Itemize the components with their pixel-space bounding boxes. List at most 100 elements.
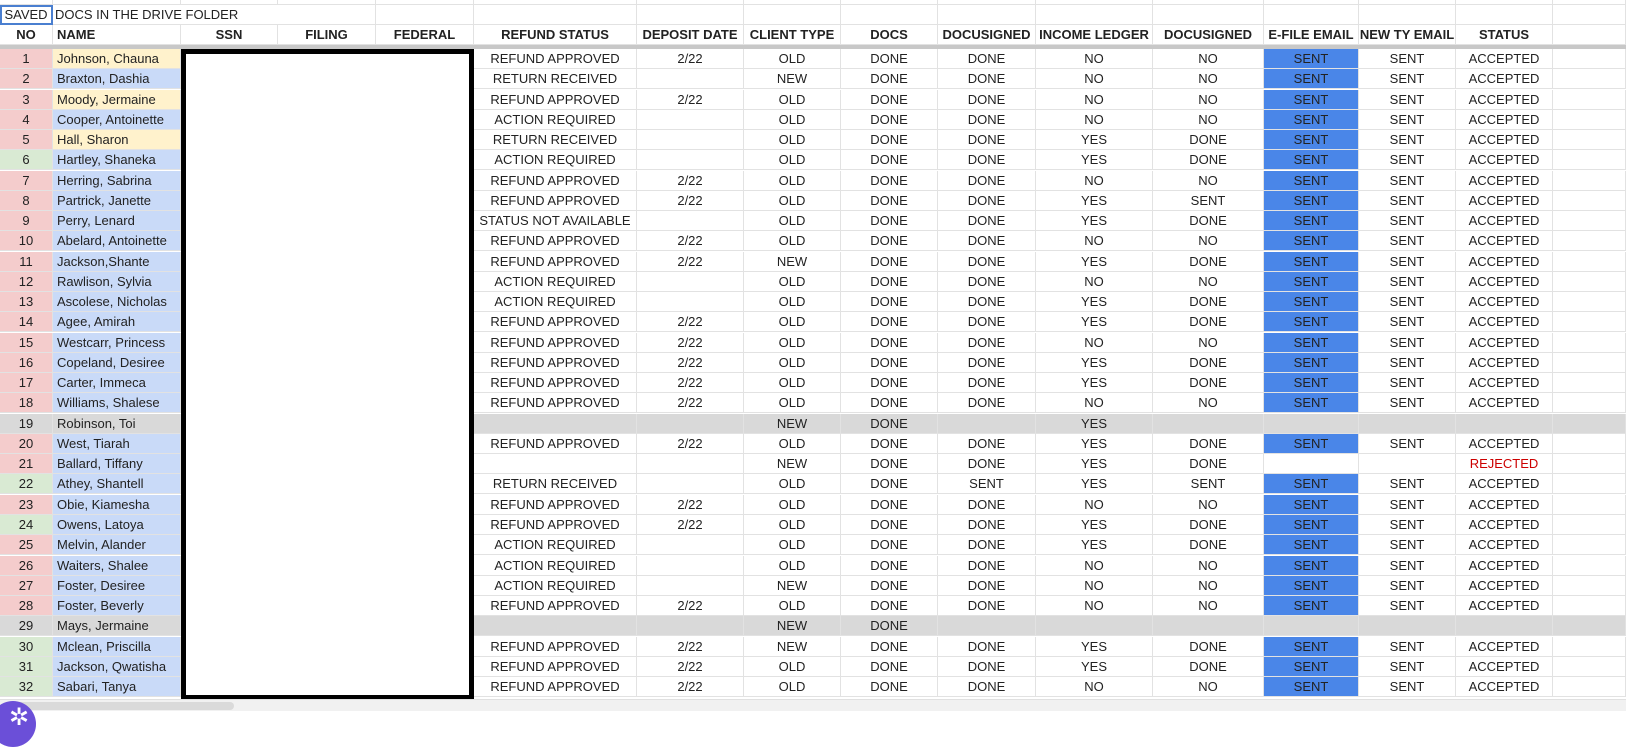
client-name[interactable]: Athey, Shantell [53, 474, 181, 494]
cell-deposit-date[interactable] [637, 454, 744, 474]
cell-status[interactable]: ACCEPTED [1456, 556, 1553, 576]
row-number[interactable]: 14 [0, 312, 53, 332]
cell-docusigned-2[interactable]: DONE [1153, 211, 1264, 231]
cell-docusigned-2[interactable]: SENT [1153, 474, 1264, 494]
cell-docusigned-2[interactable]: NO [1153, 272, 1264, 292]
cell-docusigned-2[interactable]: DONE [1153, 292, 1264, 312]
cell-efile-email[interactable]: SENT [1264, 171, 1359, 191]
cell-client-type[interactable]: OLD [744, 171, 841, 191]
cell-new-ty-email[interactable]: SENT [1359, 69, 1456, 89]
cell-deposit-date[interactable]: 2/22 [637, 515, 744, 535]
client-name[interactable]: Johnson, Chauna [53, 49, 181, 69]
cell-status[interactable]: ACCEPTED [1456, 191, 1553, 211]
cell-docs[interactable]: DONE [841, 495, 938, 515]
cell-deposit-date[interactable]: 2/22 [637, 657, 744, 677]
cell-refund-status[interactable]: REFUND APPROVED [474, 353, 637, 373]
cell-income-ledger[interactable] [1036, 616, 1153, 636]
cell-income-ledger[interactable]: NO [1036, 495, 1153, 515]
cell-docusigned-2[interactable]: DONE [1153, 637, 1264, 657]
cell-deposit-date[interactable]: 2/22 [637, 434, 744, 454]
cell-extra[interactable] [1553, 252, 1626, 272]
row-number[interactable]: 11 [0, 252, 53, 272]
cell-deposit-date[interactable]: 2/22 [637, 495, 744, 515]
cell-extra[interactable] [1553, 637, 1626, 657]
cell-refund-status[interactable]: REFUND APPROVED [474, 191, 637, 211]
cell-docusigned-2[interactable]: NO [1153, 596, 1264, 616]
cell-new-ty-email[interactable]: SENT [1359, 150, 1456, 170]
row-number[interactable]: 27 [0, 576, 53, 596]
cell-docs[interactable]: DONE [841, 312, 938, 332]
cell-client-type[interactable]: NEW [744, 576, 841, 596]
cell-efile-email[interactable]: SENT [1264, 353, 1359, 373]
row-number[interactable]: 1 [0, 49, 53, 69]
cell-extra[interactable] [1553, 596, 1626, 616]
row-number[interactable]: 20 [0, 434, 53, 454]
cell-extra[interactable] [1553, 272, 1626, 292]
cell-client-type[interactable]: OLD [744, 535, 841, 555]
cell-refund-status[interactable]: ACTION REQUIRED [474, 272, 637, 292]
cell-deposit-date[interactable] [637, 110, 744, 130]
cell-efile-email[interactable]: SENT [1264, 49, 1359, 69]
client-name[interactable]: Hartley, Shaneka [53, 150, 181, 170]
cell-client-type[interactable]: OLD [744, 657, 841, 677]
header-filing[interactable]: FILING [278, 25, 376, 45]
cell-deposit-date[interactable] [637, 535, 744, 555]
cell-refund-status[interactable]: ACTION REQUIRED [474, 292, 637, 312]
cell-docusigned-2[interactable]: DONE [1153, 454, 1264, 474]
cell-status[interactable] [1456, 616, 1553, 636]
cell-client-type[interactable]: OLD [744, 677, 841, 697]
cell-income-ledger[interactable]: NO [1036, 231, 1153, 251]
cell-status[interactable]: REJECTED [1456, 454, 1553, 474]
cell-new-ty-email[interactable]: SENT [1359, 596, 1456, 616]
cell-new-ty-email[interactable]: SENT [1359, 657, 1456, 677]
client-name[interactable]: Moody, Jermaine [53, 90, 181, 110]
client-name[interactable]: Mclean, Priscilla [53, 637, 181, 657]
cell-refund-status[interactable]: RETURN RECEIVED [474, 130, 637, 150]
cell-client-type[interactable]: OLD [744, 556, 841, 576]
cell-docusigned-2[interactable]: NO [1153, 110, 1264, 130]
cell-efile-email[interactable] [1264, 5, 1359, 25]
cell-income-ledger[interactable]: YES [1036, 150, 1153, 170]
cell-efile-email[interactable]: SENT [1264, 110, 1359, 130]
cell-new-ty-email[interactable]: SENT [1359, 333, 1456, 353]
row-number[interactable]: 16 [0, 353, 53, 373]
cell-docs[interactable]: DONE [841, 171, 938, 191]
header-refund-status[interactable]: REFUND STATUS [474, 25, 637, 45]
cell-efile-email[interactable]: SENT [1264, 272, 1359, 292]
cell-docusigned[interactable]: DONE [938, 535, 1036, 555]
cell-client-type[interactable]: OLD [744, 515, 841, 535]
cell-status[interactable]: ACCEPTED [1456, 130, 1553, 150]
cell-extra[interactable] [1553, 333, 1626, 353]
cell-new-ty-email[interactable] [1359, 616, 1456, 636]
cell-docusigned[interactable]: DONE [938, 90, 1036, 110]
cell-docs[interactable]: DONE [841, 353, 938, 373]
cell-docs[interactable]: DONE [841, 657, 938, 677]
row-number[interactable]: 25 [0, 535, 53, 555]
cell-docusigned[interactable]: DONE [938, 556, 1036, 576]
header-docs[interactable]: DOCS [841, 25, 938, 45]
cell-income-ledger[interactable]: NO [1036, 576, 1153, 596]
cell-docusigned-2[interactable]: NO [1153, 677, 1264, 697]
cell-client-type[interactable]: NEW [744, 414, 841, 434]
cell-status[interactable]: ACCEPTED [1456, 657, 1553, 677]
cell-docusigned[interactable]: DONE [938, 272, 1036, 292]
cell-efile-email[interactable]: SENT [1264, 191, 1359, 211]
cell-status[interactable]: ACCEPTED [1456, 272, 1553, 292]
cell-client-type[interactable]: NEW [744, 454, 841, 474]
cell-new-ty-email[interactable]: SENT [1359, 90, 1456, 110]
cell-income-ledger[interactable]: NO [1036, 110, 1153, 130]
cell-docs[interactable]: DONE [841, 556, 938, 576]
cell-income-ledger[interactable]: YES [1036, 312, 1153, 332]
cell-status[interactable]: ACCEPTED [1456, 434, 1553, 454]
row-number[interactable]: 21 [0, 454, 53, 474]
cell-income-ledger[interactable]: YES [1036, 474, 1153, 494]
cell-docusigned-2[interactable]: NO [1153, 556, 1264, 576]
banner-cell[interactable]: DOCS IN THE DRIVE FOLDER [53, 5, 376, 25]
cell-extra[interactable] [1553, 312, 1626, 332]
cell-docs[interactable]: DONE [841, 434, 938, 454]
cell-refund-status[interactable] [474, 0, 637, 5]
cell-deposit-date[interactable]: 2/22 [637, 252, 744, 272]
cell-refund-status[interactable]: REFUND APPROVED [474, 171, 637, 191]
cell-extra[interactable] [1553, 474, 1626, 494]
row-number[interactable]: 30 [0, 637, 53, 657]
